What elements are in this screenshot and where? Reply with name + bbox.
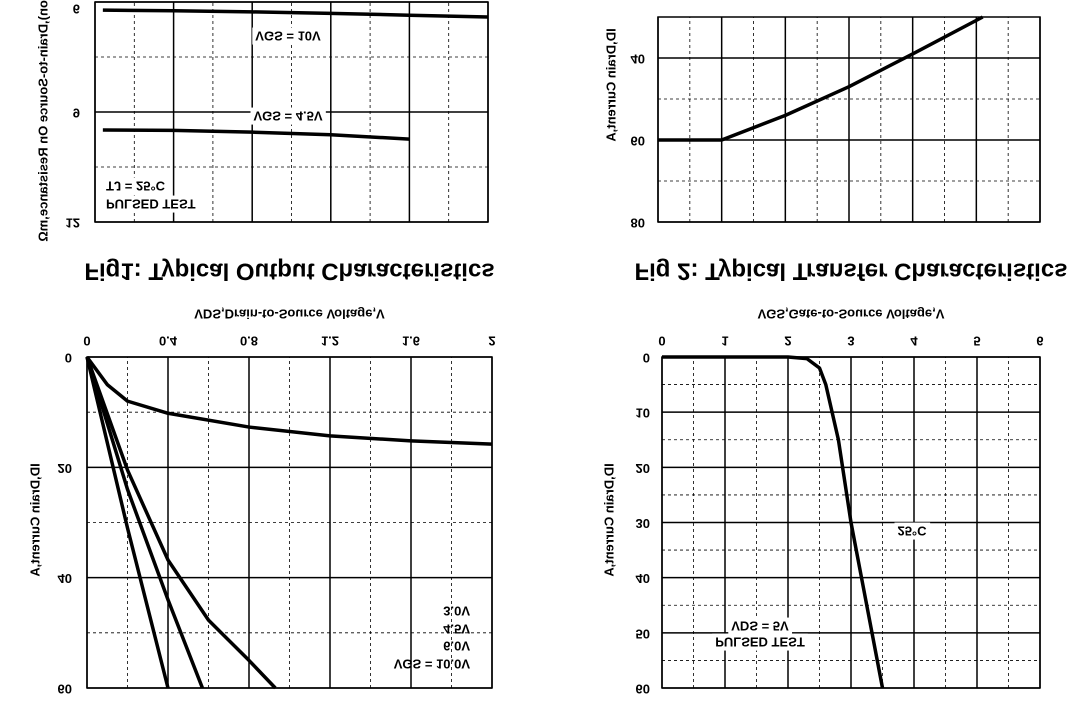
curve — [102, 8, 489, 19]
annotation-bg — [103, 177, 169, 195]
curve — [658, 15, 984, 142]
annotation-bg — [712, 633, 808, 651]
x-tick-label: 0 — [83, 334, 90, 349]
y-tick-label: 40 — [636, 571, 650, 586]
y-tick-label: 50 — [636, 626, 650, 641]
x-axis-label: VDS,Drain-to-Source Voltage,V — [194, 307, 385, 322]
y-tick-label: 30 — [636, 516, 650, 531]
x-tick-label: 2 — [784, 334, 791, 349]
plot-frame — [86, 356, 493, 689]
y-tick-label: 10 — [636, 406, 650, 421]
x-tick-label: 2 — [488, 334, 495, 349]
y-tick-label: 40 — [631, 52, 645, 67]
annotation: PULSED TEST — [715, 635, 805, 650]
plot-frame — [657, 16, 1041, 223]
curve — [85, 356, 205, 689]
x-tick-label: 5 — [973, 334, 980, 349]
annotation-bg — [728, 617, 793, 635]
annotation: VGS = 10V — [255, 29, 321, 44]
curve — [102, 128, 410, 141]
x-tick-label: 1 — [721, 334, 728, 349]
annotation-bg — [103, 195, 199, 213]
x-tick-label: 0.8 — [240, 334, 258, 349]
y-axis-label: ID,Drain Current,A — [27, 463, 42, 577]
y-tick-label: 12 — [66, 216, 80, 231]
legend-label: 4.5V — [443, 622, 470, 637]
curve — [85, 356, 170, 689]
x-tick-label: 4 — [910, 334, 918, 349]
curve — [85, 356, 277, 690]
annotation: VDS = 5V — [731, 619, 789, 634]
y-tick-label: 0 — [643, 351, 650, 366]
x-tick-label: 3 — [847, 334, 854, 349]
x-tick-label: 0.4 — [159, 334, 178, 349]
plot-frame — [94, 1, 489, 223]
x-tick-label: 6 — [1036, 334, 1043, 349]
plot-frame — [661, 356, 1041, 689]
annotation-bg — [250, 107, 326, 125]
x-tick-label: 0 — [658, 334, 665, 349]
annotation: PULSED TEST — [106, 197, 196, 212]
legend-label: 3.0V — [443, 604, 470, 619]
annotation: TJ = 25°C — [106, 179, 166, 194]
y-tick-label: 6 — [73, 2, 80, 17]
y-tick-label: 20 — [58, 461, 72, 476]
y-tick-label: 40 — [58, 571, 72, 586]
y-tick-label: 60 — [631, 134, 645, 149]
x-axis-label: VGS,Gate-to-Source Voltage,V — [758, 307, 945, 322]
annotation: 25°C — [897, 524, 927, 539]
legend-label: VGS = 10.0V — [394, 657, 471, 672]
y-tick-label: 80 — [631, 216, 645, 231]
y-tick-label: 60 — [58, 682, 72, 697]
annotation: VGS = 4.5V — [253, 109, 322, 124]
annotation-bg — [894, 522, 931, 540]
y-axis-label: ID,Drain Current,A — [601, 463, 616, 577]
y-tick-label: 60 — [636, 682, 650, 697]
y-tick-label: 0 — [65, 351, 72, 366]
annotation-bg — [252, 27, 325, 45]
y-axis-label: RDS(on),Drain-to-Source On Resistance,mΩ — [35, 0, 50, 242]
y-axis-label: ID,Drain Current,A — [603, 28, 618, 142]
chart-title: Fig1: Typical Output Characteristics — [84, 258, 494, 285]
y-tick-label: 20 — [636, 461, 650, 476]
x-tick-label: 1.6 — [402, 334, 420, 349]
chart-title: Fig 2: Typical Transfer Characteristics — [634, 258, 1067, 285]
y-tick-label: 9 — [73, 106, 80, 121]
curve — [662, 355, 885, 689]
x-tick-label: 1.2 — [321, 334, 339, 349]
curve — [85, 355, 493, 446]
legend-label: 6.0V — [443, 639, 470, 654]
